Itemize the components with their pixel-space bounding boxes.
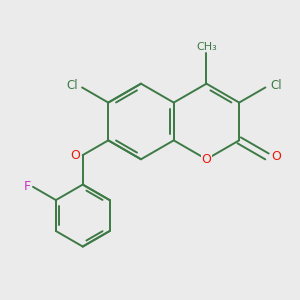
Text: Cl: Cl: [270, 79, 281, 92]
Text: O: O: [271, 150, 281, 163]
Text: F: F: [24, 180, 31, 193]
Text: O: O: [202, 153, 212, 166]
Text: O: O: [70, 148, 80, 162]
Text: Cl: Cl: [66, 79, 78, 92]
Text: CH₃: CH₃: [196, 42, 217, 52]
